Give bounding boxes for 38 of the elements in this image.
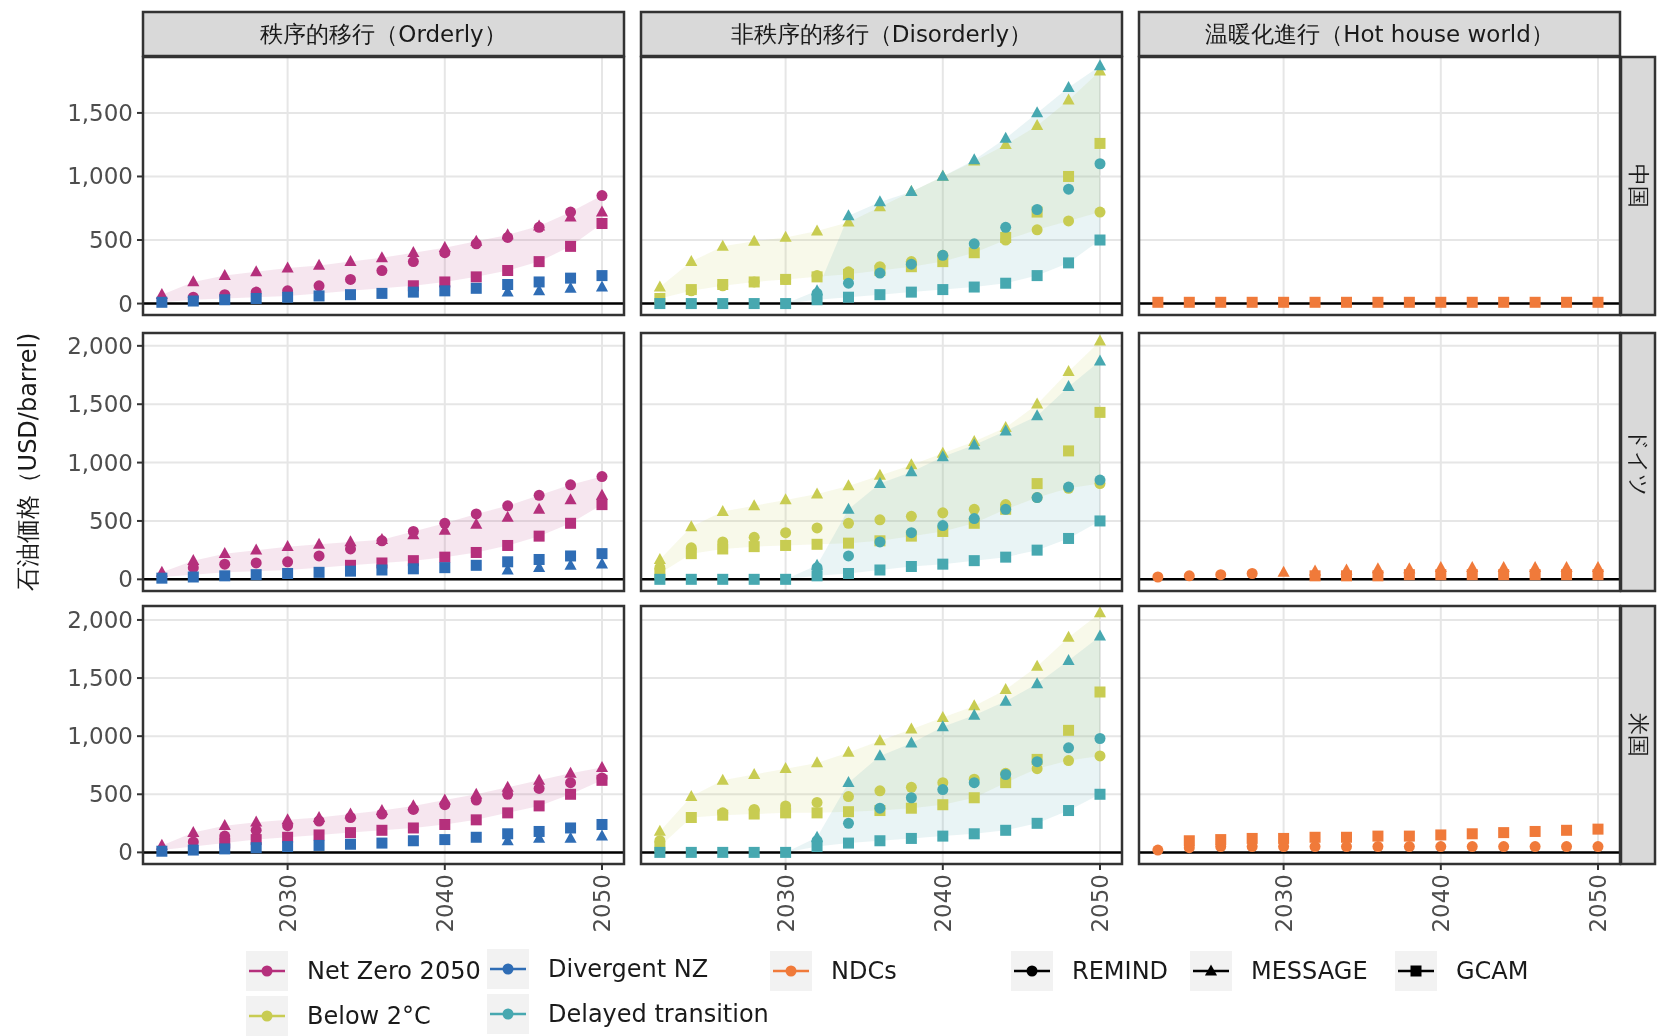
y-tick-label: 2,000 — [67, 332, 133, 359]
y-tick-label: 0 — [118, 566, 133, 593]
x-tick-label: 2040 — [929, 874, 956, 933]
x-tick-label: 2040 — [431, 874, 458, 933]
y-tick-label: 0 — [118, 290, 133, 317]
category-label: GCAM — [1456, 957, 1529, 985]
text: ドイツ — [1625, 427, 1651, 497]
y-tick-label: 500 — [89, 781, 133, 808]
y-tick-label: 1,000 — [67, 163, 133, 190]
category-label: Net Zero 2050 — [307, 957, 481, 985]
category-label: REMIND — [1072, 957, 1169, 985]
category-label: Delayed transition — [548, 1000, 769, 1028]
y-tick-label: 0 — [118, 839, 133, 866]
category-label: NDCs — [831, 957, 897, 985]
y-tick-label: 1,500 — [67, 665, 133, 692]
x-tick-label: 2030 — [274, 874, 301, 933]
y-tick-label: 1,000 — [67, 449, 133, 476]
text: 中国 — [1625, 164, 1651, 208]
x-tick-label: 2050 — [588, 874, 615, 933]
category-label: Divergent NZ — [548, 955, 709, 983]
y-tick-label: 2,000 — [67, 606, 133, 633]
x-tick-label: 2040 — [1427, 874, 1454, 933]
y-tick-label: 1,000 — [67, 723, 133, 750]
y-tick-label: 500 — [89, 507, 133, 534]
text: 米国 — [1625, 713, 1651, 757]
category-label: Below 2°C — [307, 1002, 431, 1030]
x-tick-label: 2030 — [1270, 874, 1297, 933]
x-tick-label: 2030 — [772, 874, 799, 933]
chart-title: 秩序的移行（Orderly） — [260, 21, 507, 47]
chart-title: 非秩序的移行（Disorderly） — [730, 21, 1033, 47]
y-tick-label: 1,500 — [67, 99, 133, 126]
chart-title: 温暖化進行（Hot house world） — [1205, 21, 1554, 47]
x-tick-label: 2050 — [1086, 874, 1113, 933]
y-axis-title: 石油価格（USD/barrel) — [14, 332, 42, 592]
category-label: MESSAGE — [1251, 957, 1368, 985]
y-tick-label: 500 — [89, 227, 133, 254]
y-tick-label: 1,500 — [67, 391, 133, 418]
x-tick-label: 2050 — [1584, 874, 1611, 933]
